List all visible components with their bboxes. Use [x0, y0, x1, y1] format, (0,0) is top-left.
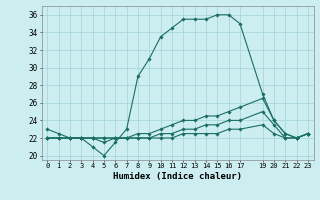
- X-axis label: Humidex (Indice chaleur): Humidex (Indice chaleur): [113, 172, 242, 181]
